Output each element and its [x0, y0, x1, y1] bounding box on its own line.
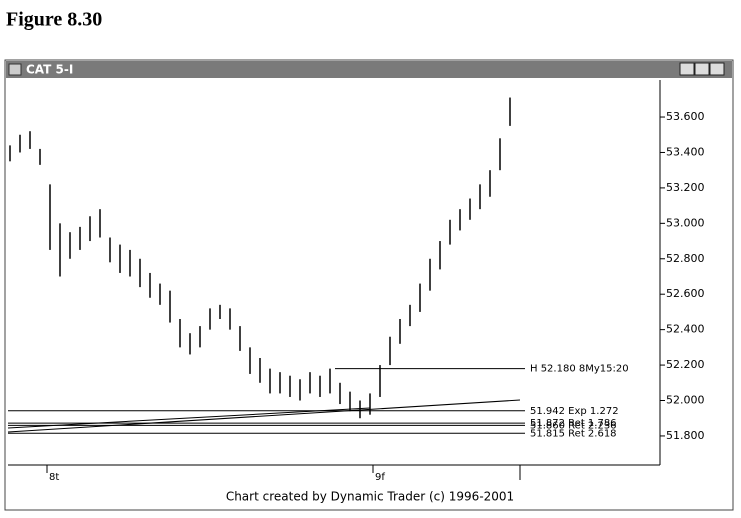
y-tick-label: 53.000	[666, 216, 705, 229]
level-label: 51.872 Ret 1.786	[530, 418, 617, 429]
title-bar	[6, 61, 732, 78]
trend-line	[7, 399, 521, 433]
y-tick-label: 52.000	[666, 394, 705, 407]
figure-title: Figure 8.30	[6, 9, 102, 31]
window-title: CAT 5-I	[26, 63, 73, 77]
x-tick-label: 8t	[49, 472, 59, 483]
y-tick-label: 53.400	[666, 145, 705, 158]
level-label: 51.815 Ret 2.618	[530, 428, 617, 439]
level-label: 51.860 Ret 2.236	[530, 420, 617, 431]
x-tick-label: 9f	[375, 472, 385, 483]
y-tick-label: 52.200	[666, 358, 705, 371]
minimize-button[interactable]	[679, 62, 695, 76]
y-tick-label: 52.800	[666, 252, 705, 265]
maximize-button[interactable]	[694, 62, 710, 76]
y-tick-label: 51.800	[666, 429, 705, 442]
y-tick-label: 52.400	[666, 323, 705, 336]
y-tick-label: 52.600	[666, 287, 705, 300]
footer: Chart created by Dynamic Trader (c) 1996…	[226, 490, 514, 504]
y-tick-label: 53.200	[666, 181, 705, 194]
level-label: 51.942 Exp 1.272	[530, 406, 619, 417]
y-tick-label: 53.600	[666, 110, 705, 123]
level-label: H 52.180 8My15:20	[530, 364, 629, 375]
close-button[interactable]	[709, 62, 725, 76]
window	[4, 59, 734, 511]
trend-line	[7, 407, 371, 429]
window-icon	[8, 63, 22, 76]
